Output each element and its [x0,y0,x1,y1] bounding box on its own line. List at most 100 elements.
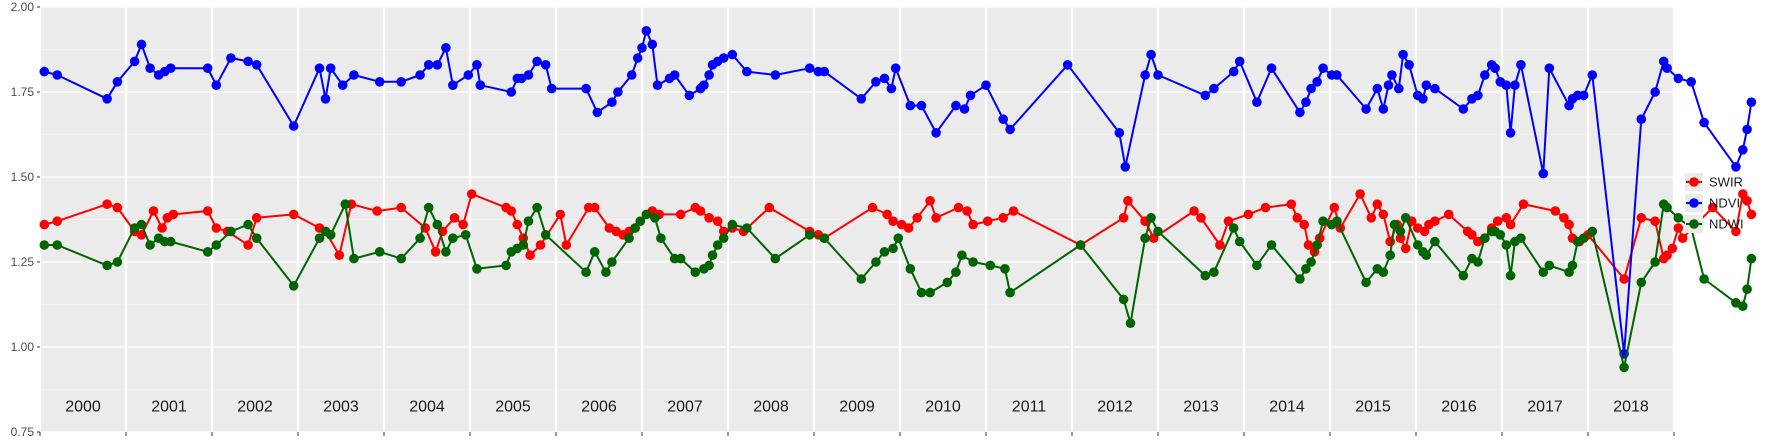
data-point-ndwi [1501,240,1512,250]
data-point-ndvi [1421,80,1432,90]
data-point-swir [1505,219,1516,230]
data-point-ndwi [1516,233,1526,243]
data-point-ndvi [1062,60,1073,70]
data-point-ndwi [145,240,155,250]
data-point-swir [202,206,213,216]
legend-key-point [1689,177,1699,187]
data-point-ndvi [441,43,451,53]
data-point-ndvi [905,100,916,111]
data-point-swir [1292,213,1303,223]
data-point-ndvi [1516,60,1526,70]
data-point-ndvi [1398,49,1408,60]
data-point-ndwi [1400,213,1411,223]
series-ndwi [39,199,1757,373]
data-point-ndwi [1412,240,1423,250]
data-point-ndvi [1295,107,1305,118]
data-point-ndvi [423,60,434,70]
data-point-ndwi [727,219,738,230]
data-point-swir [334,250,345,260]
data-point-ndvi [320,94,331,104]
data-point-ndwi [968,257,978,267]
data-point-ndvi [1505,128,1516,138]
data-point-ndvi [951,100,961,111]
data-point-ndvi [1153,70,1163,80]
data-point-swir [931,213,941,223]
data-point-ndvi [475,80,486,90]
data-point-ndvi [1650,87,1660,97]
data-point-swir [102,199,112,209]
data-point-ndwi [1000,264,1010,274]
data-point-ndvi [1372,83,1383,94]
data-point-swir [466,189,477,199]
data-point-ndvi [432,60,443,70]
data-point-swir [1395,233,1406,243]
data-point-ndwi [718,233,729,243]
data-point-ndwi [704,260,714,271]
data-point-ndvi [1404,60,1414,70]
data-point-ndvi [1544,63,1555,73]
data-point-ndvi [1662,63,1672,73]
data-point-ndwi [243,219,253,230]
data-point-ndvi [463,70,474,80]
data-point-ndvi [243,56,253,67]
data-point-swir [695,206,706,216]
data-point-ndwi [423,202,434,213]
year-label-2013: 2013 [1183,399,1219,416]
data-point-ndvi [136,39,147,50]
data-point-swir [953,202,964,213]
legend-label-swir: SWIR [1709,175,1743,190]
data-point-swir [449,213,460,223]
data-point-ndwi [1389,219,1400,230]
data-point-ndvi [1209,83,1219,94]
data-point-swir [1518,199,1529,209]
data-point-swir [288,209,299,220]
data-point-swir [1564,219,1574,230]
data-point-ndvi [804,63,815,73]
data-point-ndvi [1005,124,1015,135]
data-point-ndwi [1228,223,1239,233]
data-point-ndwi [916,287,927,298]
data-point-swir [1742,196,1752,206]
data-point-swir [525,250,535,260]
data-point-ndvi [211,80,222,90]
data-point-ndwi [707,250,718,260]
data-point-swir [589,202,600,213]
data-point-ndvi [1378,104,1389,114]
data-point-swir [157,223,167,233]
data-point-ndwi [712,240,723,250]
data-point-ndwi [226,226,236,237]
data-point-ndvi [39,66,50,77]
year-label-2003: 2003 [323,399,359,416]
data-point-ndvi [581,83,591,94]
data-point-ndvi [931,128,941,138]
data-point-ndwi [532,202,542,213]
data-point-swir [1243,209,1254,220]
data-point-ndwi [804,230,815,240]
data-point-ndwi [1306,257,1316,267]
data-point-ndwi [1587,226,1598,237]
data-point-ndvi [1501,80,1512,90]
data-point-swir [112,202,123,213]
data-point-swir [704,213,714,223]
data-point-ndwi [211,240,222,250]
data-point-ndvi [699,80,709,90]
data-point-swir [396,202,407,213]
data-point-swir [1299,219,1309,230]
data-point-ndwi [856,274,867,284]
data-point-swir [1366,213,1377,223]
data-point-ndvi [165,63,176,73]
data-point-swir [675,209,686,220]
data-point-ndvi [546,83,557,94]
data-point-swir [1400,243,1411,254]
data-point-ndvi [626,70,637,80]
data-point-ndvi [965,90,976,101]
data-point-ndwi [1421,250,1432,260]
year-label-2016: 2016 [1441,399,1477,416]
data-point-swir [1223,216,1234,226]
data-point-ndvi [472,60,482,70]
data-point-ndwi [112,257,123,267]
year-label-2018: 2018 [1613,399,1649,416]
year-label-2009: 2009 [839,399,875,416]
data-point-ndvi [1636,114,1647,124]
data-point-ndvi [314,63,325,73]
